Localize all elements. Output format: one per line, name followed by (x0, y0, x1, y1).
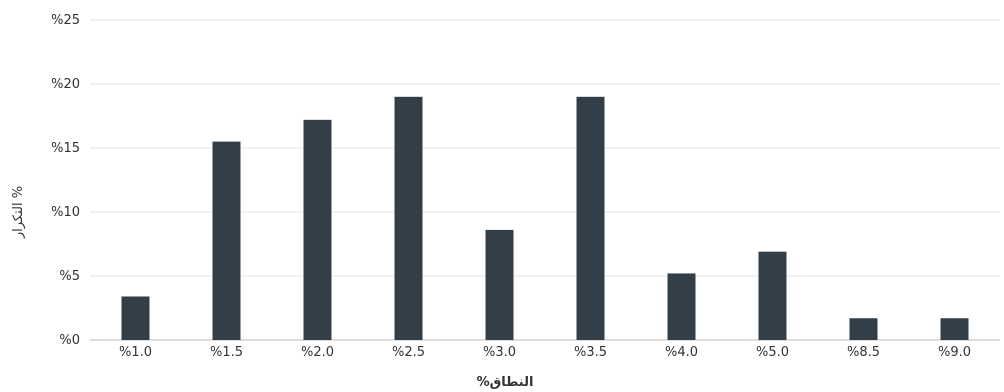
y-tick-label: %15 (51, 141, 80, 156)
x-tick-label: %2.5 (392, 345, 425, 360)
x-tick-label: %1.0 (119, 345, 152, 360)
x-tick-label: %5.0 (756, 345, 789, 360)
bar (485, 229, 514, 340)
y-tick-label: %10 (51, 205, 80, 220)
y-tick-label: %25 (51, 13, 80, 28)
x-tick-label: %1.5 (210, 345, 243, 360)
y-tick-label: %5 (59, 269, 80, 284)
gridlines (90, 19, 1000, 341)
y-axis-ticks: %0 %5 %10 %15 %20 %25 (51, 13, 80, 348)
y-tick-label: %20 (51, 77, 80, 92)
x-tick-label: %4.0 (665, 345, 698, 360)
x-tick-label: %3.5 (574, 345, 607, 360)
bar (849, 318, 878, 340)
bar (121, 296, 150, 340)
x-tick-label: %8.5 (847, 345, 880, 360)
x-tick-label: %3.0 (483, 345, 516, 360)
bar (667, 273, 696, 340)
bar (576, 96, 605, 340)
x-tick-label: %2.0 (301, 345, 334, 360)
bar (758, 251, 787, 340)
y-tick-label: %0 (59, 333, 80, 348)
x-axis-title: %النطاق (477, 375, 534, 390)
bars (121, 96, 969, 340)
x-tick-label: %9.0 (938, 345, 971, 360)
x-axis-ticks: %1.0 %1.5 %2.0 %2.5 %3.0 %3.5 %4.0 %5.0 %8.5 %9.0 (119, 345, 971, 360)
y-axis-title: التكرار % (11, 186, 26, 239)
bar (394, 96, 423, 340)
bar (303, 119, 332, 340)
bar (212, 141, 241, 340)
bar (940, 318, 969, 340)
